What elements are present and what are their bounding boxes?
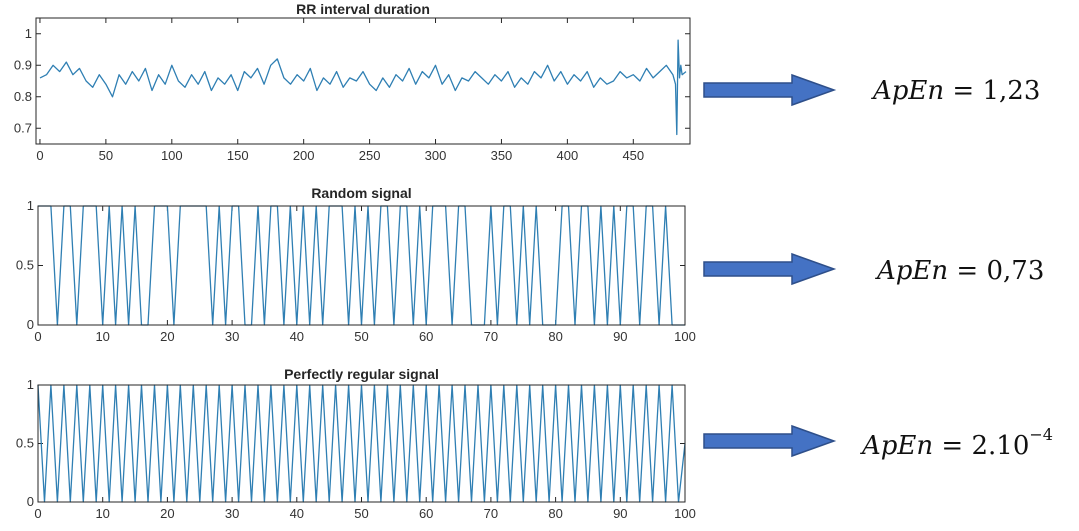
apen-rhs: = 1,23 (952, 76, 1041, 106)
y-tick-label: 0.5 (16, 258, 34, 273)
series-line-1 (39, 39, 687, 136)
plot-area-frame (37, 384, 686, 503)
x-tick-label: 50 (354, 329, 368, 344)
y-tick-label: 1 (25, 26, 32, 41)
x-tick-label: 60 (419, 506, 433, 521)
apen-equation-2: ApEn = 0,73 (877, 256, 1044, 286)
x-tick-label: 50 (354, 506, 368, 521)
x-tick-label: 90 (613, 506, 627, 521)
chart-panel-2: Random signal 0 10 20 30 40 50 60 70 80 90 100 0 0.5 1 (16, 185, 696, 344)
x-tick-label: 90 (613, 329, 627, 344)
x-tick-label: 30 (225, 506, 239, 521)
right-arrow-icon (703, 73, 837, 107)
x-tick-label: 70 (484, 329, 498, 344)
y-tick-label: 0.9 (14, 57, 32, 72)
x-tick-label: 80 (548, 506, 562, 521)
right-arrow-icon (703, 424, 837, 458)
x-tick-label: 20 (160, 506, 174, 521)
apen-equation-1: ApEn = 1,23 (873, 76, 1040, 106)
x-tick-label: 10 (95, 506, 109, 521)
chart-title: Perfectly regular signal (284, 366, 439, 382)
x-tick-label: 200 (293, 148, 315, 163)
plot-area-frame (37, 205, 686, 326)
x-tick-label: 450 (622, 148, 644, 163)
right-arrow-icon (703, 252, 837, 286)
y-tick-label: 0 (27, 317, 34, 332)
x-tick-label: 20 (160, 329, 174, 344)
y-tick-label: 1 (27, 198, 34, 213)
x-tick-label: 100 (674, 506, 696, 521)
apen-equation-3: ApEn = 2.10−4 (862, 425, 1053, 461)
y-tick-label: 0 (27, 494, 34, 509)
y-tick-label: 1 (27, 377, 34, 392)
x-tick-label: 100 (161, 148, 183, 163)
x-tick-label: 10 (95, 329, 109, 344)
x-tick-label: 250 (359, 148, 381, 163)
x-tick-label: 60 (419, 329, 433, 344)
y-tick-label: 0.8 (14, 89, 32, 104)
x-tick-label: 150 (227, 148, 249, 163)
series-line-1 (37, 384, 686, 503)
x-tick-label: 300 (425, 148, 447, 163)
apen-lhs: ApEn (873, 76, 945, 106)
apen-rhs: = 0,73 (956, 256, 1045, 286)
plot-area-frame (35, 17, 691, 145)
chart-title: Random signal (311, 185, 411, 201)
x-tick-label: 100 (674, 329, 696, 344)
x-tick-label: 50 (99, 148, 113, 163)
x-tick-label: 40 (290, 329, 304, 344)
y-tick-label: 0.5 (16, 436, 34, 451)
apen-lhs: ApEn (877, 256, 949, 286)
chart-title: RR interval duration (296, 1, 430, 17)
apen-rhs: = 2.10 (941, 431, 1030, 461)
y-tick-label: 0.7 (14, 120, 32, 135)
x-tick-label: 0 (34, 506, 41, 521)
x-tick-label: 0 (34, 329, 41, 344)
x-tick-label: 70 (484, 506, 498, 521)
series-line-1 (38, 205, 685, 326)
x-tick-label: 400 (557, 148, 579, 163)
apen-exponent: −4 (1029, 425, 1053, 444)
x-tick-label: 0 (36, 148, 43, 163)
apen-lhs: ApEn (862, 431, 934, 461)
chart-panel-1: RR interval duration 0 50 100 150 200 250 300 35… (14, 1, 691, 163)
x-tick-label: 30 (225, 329, 239, 344)
x-tick-label: 350 (491, 148, 513, 163)
x-tick-label: 40 (290, 506, 304, 521)
x-tick-label: 80 (548, 329, 562, 344)
